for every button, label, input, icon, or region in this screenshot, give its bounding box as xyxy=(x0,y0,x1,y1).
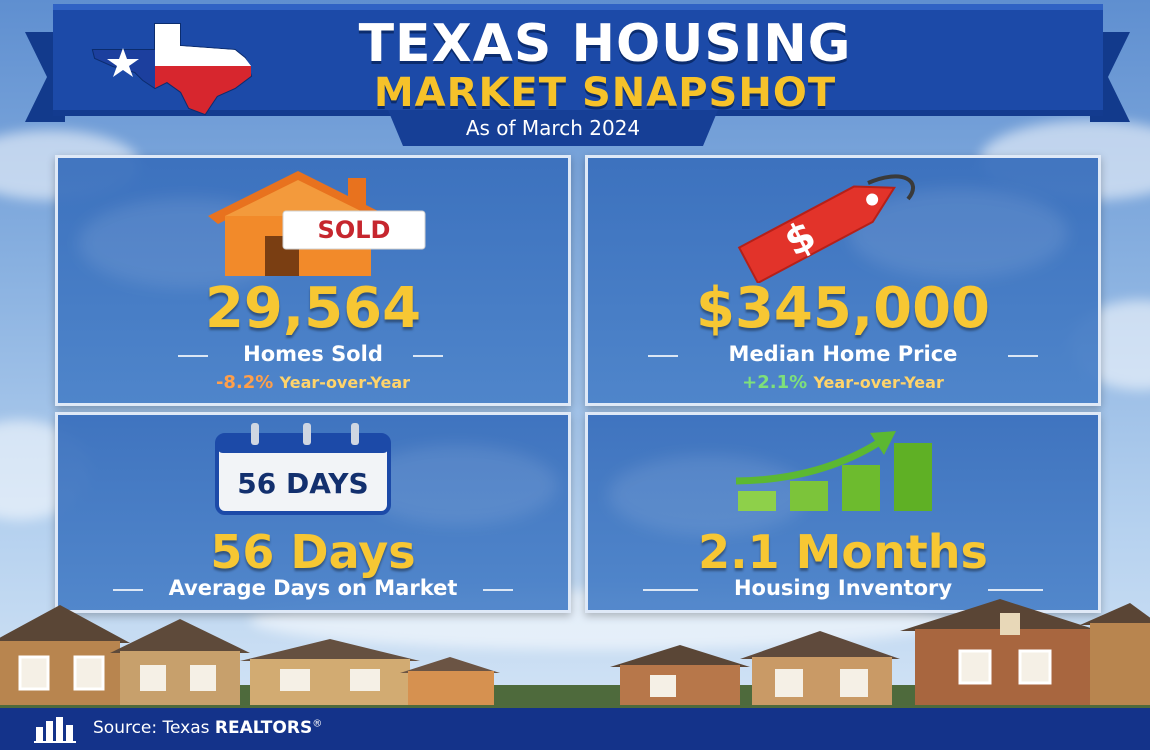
homes-sold-change: -8.2% xyxy=(215,372,274,393)
source-prefix: Source: Texas xyxy=(93,718,215,738)
median-price-change-suffix: Year-over-Year xyxy=(813,373,944,392)
median-price-change-row: +2.1% Year-over-Year xyxy=(588,372,1098,393)
buildings-logo-icon xyxy=(34,717,76,743)
homes-sold-change-suffix: Year-over-Year xyxy=(279,373,411,392)
label-divider-left xyxy=(643,589,698,591)
label-divider-left xyxy=(113,589,143,591)
sold-house-icon: SOLD xyxy=(208,171,426,276)
label-divider-right xyxy=(1008,355,1038,357)
label-divider-right xyxy=(413,355,443,357)
median-price-value: $345,000 xyxy=(695,276,991,341)
source-brand: REALTORS xyxy=(214,718,313,738)
inventory-card: 2.1 Months Housing Inventory xyxy=(585,412,1101,613)
source-credit: Source: Texas REALTORS® xyxy=(93,718,322,738)
footer-bar: Source: Texas REALTORS® xyxy=(0,708,1150,750)
days-on-market-card: 56 DAYS 56 Days Average Days on Market xyxy=(55,412,571,613)
calendar-icon: 56 DAYS xyxy=(215,423,391,515)
inventory-label: Housing Inventory xyxy=(733,576,953,600)
calendar-text: 56 DAYS xyxy=(237,467,368,500)
sold-sign-text: SOLD xyxy=(318,216,391,244)
median-price-label-row: Median Home Price xyxy=(588,341,1098,369)
header-banner: TEXAS HOUSING MARKET SNAPSHOT xyxy=(25,4,1130,122)
median-price-label: Median Home Price xyxy=(728,342,958,366)
homes-sold-label-row: Homes Sold xyxy=(58,341,568,369)
price-tag-icon: $ xyxy=(737,174,915,283)
as-of-date: As of March 2024 xyxy=(465,116,641,140)
median-price-change: +2.1% xyxy=(742,372,808,393)
neighborhood-houses-illustration xyxy=(0,599,1150,710)
median-price-card: $ $345,000 Median Home Price +2.1% Year-… xyxy=(585,155,1101,406)
homes-sold-card: SOLD 29,564 Homes Sold -8.2% Year-over-Y… xyxy=(55,155,571,406)
as-of-ribbon-shape xyxy=(388,110,718,146)
registered-mark: ® xyxy=(312,718,323,730)
title-line-1: TEXAS HOUSING xyxy=(358,14,852,74)
days-on-market-value: 56 Days xyxy=(210,525,416,579)
homes-sold-value: 29,564 xyxy=(204,276,422,341)
days-on-market-label-row: Average Days on Market xyxy=(58,575,568,603)
bar-chart-up-icon xyxy=(735,431,932,511)
as-of-ribbon: As of March 2024 xyxy=(388,110,718,146)
days-on-market-label: Average Days on Market xyxy=(168,576,458,600)
card-haze xyxy=(358,445,558,525)
label-divider-left xyxy=(648,355,678,357)
inventory-value: 2.1 Months xyxy=(698,525,988,579)
title-line-2: MARKET SNAPSHOT xyxy=(373,70,837,116)
label-divider-right xyxy=(483,589,513,591)
label-divider-right xyxy=(988,589,1043,591)
homes-sold-label: Homes Sold xyxy=(243,342,383,366)
inventory-label-row: Housing Inventory xyxy=(588,575,1098,603)
homes-sold-change-row: -8.2% Year-over-Year xyxy=(58,372,568,393)
texas-flag-map-icon xyxy=(91,23,253,116)
label-divider-left xyxy=(178,355,208,357)
